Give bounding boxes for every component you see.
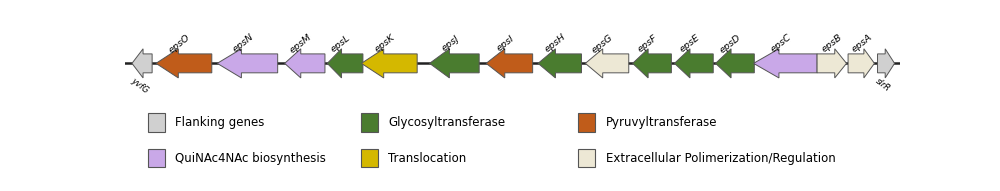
Text: epsC: epsC: [769, 33, 793, 54]
Text: Translocation: Translocation: [388, 152, 467, 165]
Text: epsN: epsN: [231, 33, 255, 54]
Text: yvfG: yvfG: [129, 75, 150, 95]
Text: Extracellular Polimerization/Regulation: Extracellular Polimerization/Regulation: [606, 152, 835, 165]
FancyArrow shape: [361, 49, 417, 78]
Bar: [148, 113, 165, 132]
FancyArrow shape: [633, 49, 671, 78]
FancyArrow shape: [585, 49, 629, 78]
Bar: [361, 113, 378, 132]
Bar: [578, 113, 595, 132]
FancyArrow shape: [716, 49, 754, 78]
FancyArrow shape: [878, 49, 895, 78]
FancyArrow shape: [132, 49, 152, 78]
Text: epsL: epsL: [329, 33, 352, 54]
FancyArrow shape: [538, 49, 581, 78]
Text: epsK: epsK: [373, 33, 397, 54]
FancyArrow shape: [848, 49, 874, 78]
Text: epsM: epsM: [288, 32, 313, 55]
Text: epsA: epsA: [850, 33, 874, 54]
Text: epsG: epsG: [590, 32, 615, 54]
Text: slrR: slrR: [874, 76, 892, 93]
Text: Flanking genes: Flanking genes: [175, 116, 265, 129]
FancyArrow shape: [754, 49, 817, 78]
FancyArrow shape: [217, 49, 278, 78]
FancyArrow shape: [674, 49, 713, 78]
Bar: [148, 149, 165, 167]
FancyArrow shape: [817, 49, 847, 78]
Text: Glycosyltransferase: Glycosyltransferase: [388, 116, 506, 129]
FancyArrow shape: [285, 49, 325, 78]
Text: epsJ: epsJ: [440, 34, 461, 53]
FancyArrow shape: [430, 49, 479, 78]
FancyArrow shape: [327, 49, 363, 78]
FancyArrow shape: [156, 49, 212, 78]
Text: epsO: epsO: [167, 32, 192, 55]
Text: epsH: epsH: [543, 33, 568, 54]
Text: QuiNAc4NAc biosynthesis: QuiNAc4NAc biosynthesis: [175, 152, 326, 165]
Bar: [361, 149, 378, 167]
Text: epsE: epsE: [678, 33, 701, 54]
Text: epsB: epsB: [820, 33, 844, 54]
Text: epsF: epsF: [636, 33, 659, 54]
Text: epsD: epsD: [718, 32, 743, 54]
Bar: [578, 149, 595, 167]
Text: Pyruvyltransferase: Pyruvyltransferase: [606, 116, 717, 129]
Text: epsI: epsI: [495, 34, 516, 53]
FancyArrow shape: [486, 49, 533, 78]
